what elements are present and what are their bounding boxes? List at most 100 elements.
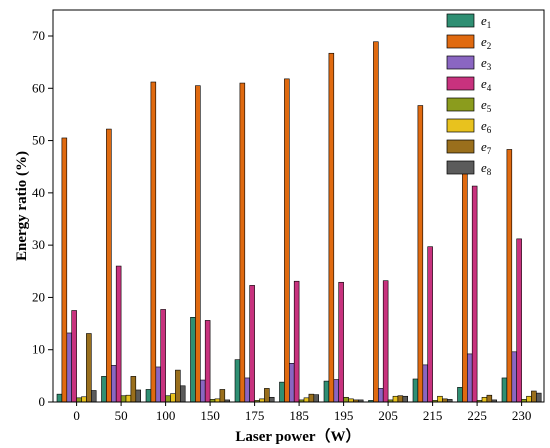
x-axis-title: Laser power（W） (235, 427, 360, 445)
bar-e3-175 (244, 377, 251, 403)
bar-e8-230 (535, 392, 542, 403)
y-tick-label: 40 (32, 185, 45, 200)
bar-e4-230 (516, 238, 522, 403)
bar-e3-205 (377, 388, 384, 403)
bar-e8-100 (180, 385, 186, 403)
bar-e4-50 (115, 265, 122, 403)
x-tick-label: 215 (423, 408, 443, 423)
bar-e7-185 (308, 393, 315, 403)
bar-e7-225 (486, 394, 493, 403)
bar-e6-185 (303, 397, 310, 403)
bar-e3-150 (200, 379, 206, 403)
bar-e1-175 (234, 359, 241, 403)
bar-e6-205 (392, 395, 399, 403)
bar-e7-50 (130, 376, 137, 403)
legend-label-e7: e7 (481, 139, 492, 156)
legend-swatch-e1 (446, 13, 475, 28)
bar-e3-230 (511, 351, 517, 403)
bar-e8-175 (268, 396, 275, 403)
bar-e5-100 (165, 395, 171, 403)
legend: e1 e2 e3 e4 e5 e6 e7 e8 (446, 13, 492, 177)
y-tick-label: 60 (32, 80, 45, 95)
x-tick-label: 185 (289, 408, 309, 423)
bar-e6-50 (125, 394, 132, 403)
bar-e4-205 (382, 280, 389, 403)
bar-e1-195 (323, 380, 330, 403)
bar-e2-0 (61, 137, 68, 403)
bar-e3-215 (422, 364, 428, 403)
bar-e1-50 (101, 376, 107, 403)
legend-label-e8: e8 (481, 160, 492, 177)
bar-e4-0 (71, 310, 77, 403)
bar-e1-185 (279, 381, 285, 403)
bar-e5-195 (343, 396, 349, 403)
x-tick-label: 150 (200, 408, 220, 423)
bar-e6-225 (481, 396, 488, 403)
plot-frame (52, 9, 545, 403)
bar-e1-0 (56, 393, 63, 403)
bar-e1-230 (501, 377, 508, 403)
y-tick-label: 20 (32, 289, 45, 304)
bar-e3-185 (288, 363, 295, 403)
bar-e4-195 (338, 281, 344, 403)
legend-swatch-e5 (446, 97, 475, 112)
y-tick-label: 50 (32, 133, 45, 148)
bar-e5-50 (120, 395, 127, 403)
bar-e2-230 (506, 149, 513, 403)
y-axis-title: Energy ratio (%) (14, 151, 30, 261)
bar-e3-50 (111, 365, 117, 403)
bar-e8-205 (402, 395, 408, 403)
bar-e6-215 (437, 395, 443, 403)
y-axis: 0 10 20 30 40 50 60 70 (32, 28, 53, 409)
x-tick-label: 225 (467, 408, 487, 423)
legend-swatch-e2 (446, 34, 475, 49)
legend-swatch-e4 (446, 76, 475, 91)
bar-e2-50 (106, 128, 112, 403)
x-tick-label: 0 (73, 408, 80, 423)
x-tick-label: 230 (512, 408, 532, 423)
bar-e7-150 (219, 389, 226, 403)
bar-e1-100 (145, 389, 152, 403)
bar-e4-100 (160, 309, 166, 403)
bar-e6-100 (170, 393, 176, 403)
bar-e4-185 (293, 280, 300, 403)
bar-e2-215 (417, 105, 424, 403)
y-tick-label: 0 (39, 394, 46, 409)
legend-swatch-e7 (446, 139, 475, 154)
bars-layer (56, 41, 542, 403)
y-tick-label: 30 (32, 237, 45, 252)
y-tick-label: 70 (32, 28, 45, 43)
legend-swatch-e8 (446, 160, 475, 175)
bar-e4-225 (471, 185, 478, 403)
y-tick-label: 10 (32, 342, 45, 357)
bar-e8-185 (313, 394, 319, 403)
bar-e2-175 (239, 82, 246, 403)
x-tick-label: 175 (245, 408, 265, 423)
legend-label-e3: e3 (481, 55, 492, 72)
bar-e5-0 (76, 397, 82, 403)
bar-e6-230 (526, 395, 532, 403)
bar-e2-205 (373, 41, 379, 403)
bar-e3-100 (155, 366, 162, 403)
legend-label-e1: e1 (481, 13, 491, 30)
bar-e8-0 (91, 390, 97, 403)
bar-e7-205 (397, 395, 404, 403)
bar-e7-175 (264, 388, 270, 403)
bar-e2-150 (195, 85, 201, 403)
bar-e4-175 (249, 285, 255, 403)
legend-swatch-e6 (446, 118, 475, 133)
bar-e3-195 (333, 379, 339, 403)
bar-e2-100 (150, 81, 157, 403)
bar-e1-225 (457, 387, 463, 403)
legend-label-e4: e4 (481, 76, 492, 93)
bar-e1-150 (190, 316, 196, 403)
legend-label-e6: e6 (481, 118, 492, 135)
bar-e2-225 (462, 170, 468, 403)
bar-e1-215 (412, 378, 419, 403)
bar-e3-0 (66, 332, 73, 403)
legend-swatch-e3 (446, 55, 475, 70)
legend-label-e2: e2 (481, 34, 491, 51)
bar-e6-0 (81, 396, 87, 403)
x-axis: 0 50 100 150 175 185 195 205 215 225 230 (73, 402, 531, 423)
